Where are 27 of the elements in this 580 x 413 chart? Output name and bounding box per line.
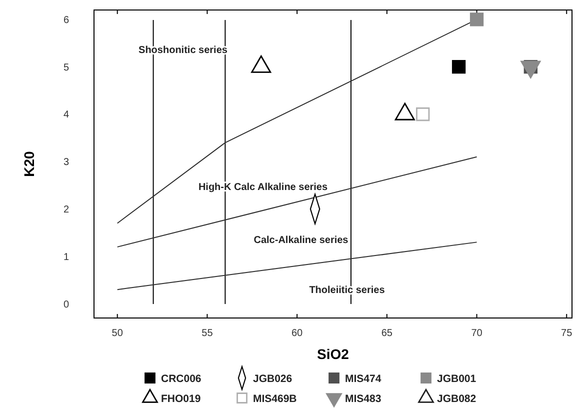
legend-label: MIS469B — [253, 393, 298, 405]
y-axis-title: K20 — [21, 150, 37, 177]
x-tick-label: 70 — [471, 328, 483, 339]
legend-label: FHO019 — [161, 393, 201, 405]
annotation: Calc-Alkaline series — [254, 235, 349, 246]
x-axis-title: SiO2 — [317, 346, 350, 362]
legend-label: JGB001 — [437, 373, 476, 385]
legend-label: CRC006 — [161, 373, 202, 385]
x-tick-label: 55 — [202, 328, 214, 339]
legend-label: JGB026 — [253, 373, 292, 385]
y-tick-label: 0 — [63, 299, 70, 310]
x-tick-label: 75 — [561, 328, 573, 339]
point — [416, 107, 430, 122]
x-tick-label: 65 — [381, 328, 393, 339]
y-tick-label: 6 — [63, 14, 70, 26]
point — [452, 60, 466, 74]
point — [470, 12, 484, 26]
legend-label: JGB082 — [437, 393, 476, 405]
y-tick-label: 4 — [63, 110, 70, 121]
x-tick-label: 50 — [112, 328, 124, 339]
legend-label: MIS474 — [345, 373, 382, 385]
y-tick-label: 1 — [63, 252, 70, 263]
y-tick-label: 3 — [63, 157, 70, 168]
x-tick-label: 60 — [292, 328, 304, 339]
y-tick-label: 2 — [63, 204, 70, 216]
legend-label: MIS483 — [345, 393, 382, 405]
y-tick-label: 5 — [63, 62, 70, 74]
